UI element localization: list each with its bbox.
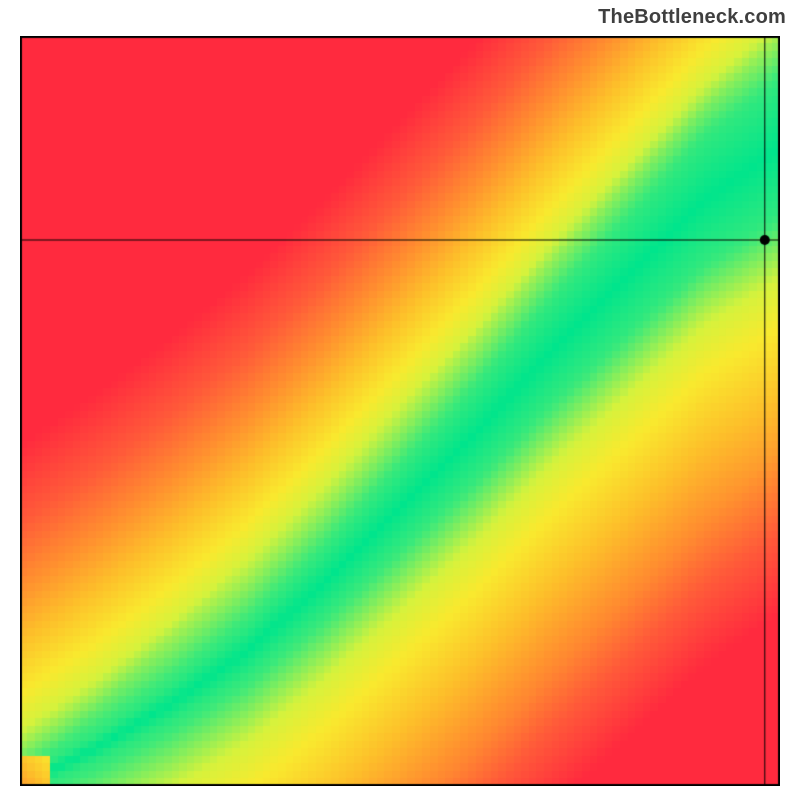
heatmap-canvas	[20, 36, 780, 786]
heatmap-plot-area	[20, 36, 780, 786]
watermark-text: TheBottleneck.com	[598, 6, 786, 29]
